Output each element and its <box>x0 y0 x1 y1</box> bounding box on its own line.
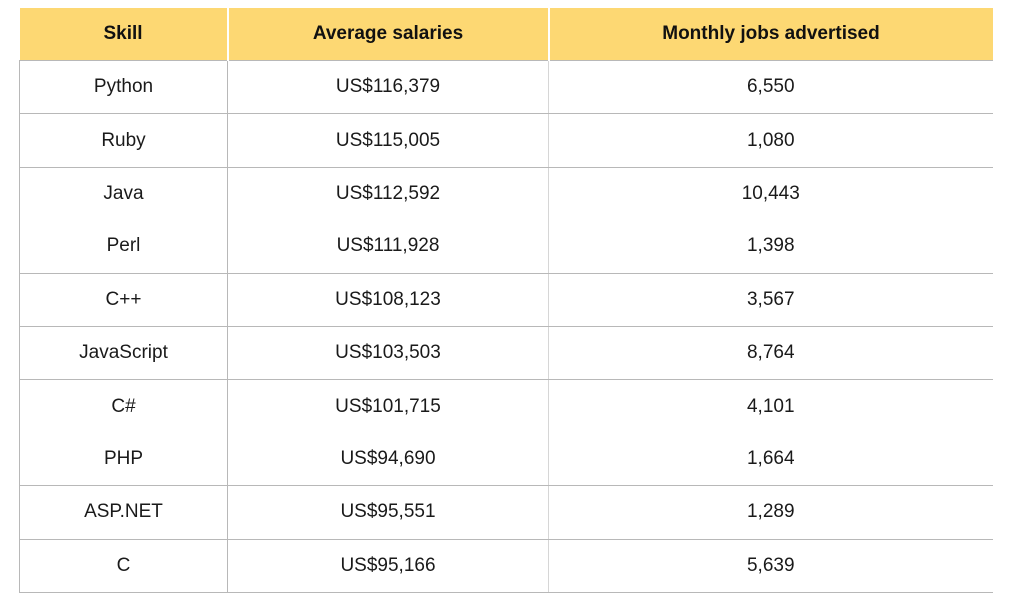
header-skill: Skill <box>19 8 229 61</box>
table-header: Skill Average salaries Monthly jobs adve… <box>19 8 993 61</box>
salary-cell: US$112,592 <box>227 167 549 221</box>
jobs-cell: 1,080 <box>548 113 993 168</box>
header-monthly-jobs: Monthly jobs advertised <box>548 8 993 61</box>
skill-cell: PHP <box>19 432 228 487</box>
jobs-cell: 6,550 <box>548 59 993 115</box>
skill-cell: ASP.NET <box>19 485 228 540</box>
table-row: Python US$116,379 6,550 <box>19 59 993 115</box>
jobs-cell: 1,289 <box>548 485 993 540</box>
skill-cell: Python <box>19 59 228 115</box>
salary-cell: US$115,005 <box>227 113 549 168</box>
skill-cell: C++ <box>19 273 228 327</box>
salary-cell: US$95,551 <box>227 485 549 540</box>
salary-table-container: Skill Average salaries Monthly jobs adve… <box>19 8 993 593</box>
table-row: PHP US$94,690 1,664 <box>19 432 993 487</box>
skill-cell: JavaScript <box>19 326 228 381</box>
jobs-cell: 5,639 <box>548 539 993 593</box>
jobs-cell: 10,443 <box>741 182 800 204</box>
salary-cell: US$95,166 <box>227 539 549 593</box>
header-row: Skill Average salaries Monthly jobs adve… <box>19 8 993 61</box>
salary-cell: US$103,503 <box>227 326 549 381</box>
table-row: Perl US$111,928 1,398 <box>19 220 993 274</box>
table-row: ASP.NET US$95,551 1,289 <box>19 485 993 540</box>
skill-cell: Perl <box>19 220 228 274</box>
jobs-cell: 8,764 <box>548 326 993 381</box>
salary-cell: US$116,379 <box>227 59 549 115</box>
header-average-salaries: Average salaries <box>227 8 550 61</box>
salary-cell: US$108,123 <box>227 273 549 327</box>
salary-cell: US$94,690 <box>227 432 549 487</box>
skill-cell: C <box>19 539 228 593</box>
skill-cell: Java <box>19 167 228 221</box>
salary-cell: US$101,715 <box>227 379 549 433</box>
table-body: Python US$116,379 6,550 Ruby US$115,005 1,080… <box>19 59 993 593</box>
jobs-cell: 4,101 <box>746 395 795 417</box>
skill-cell: Ruby <box>19 113 228 168</box>
jobs-cell: 3,567 <box>548 273 993 327</box>
salary-cell: US$111,928 <box>227 220 549 274</box>
jobs-cell: 1,664 <box>548 432 993 487</box>
table-row: Java US$112,592 10,443 <box>19 167 993 221</box>
skill-cell: C# <box>19 379 228 433</box>
jobs-cell: 1,398 <box>548 220 993 274</box>
table-row: C# US$101,715 4,101 <box>19 379 993 433</box>
table-row: JavaScript US$103,503 8,764 <box>19 326 993 381</box>
table-row: Ruby US$115,005 1,080 <box>19 113 993 168</box>
table-row: C US$95,166 5,639 <box>19 539 993 593</box>
table-row: C++ US$108,123 3,567 <box>19 273 993 327</box>
salary-table: Skill Average salaries Monthly jobs adve… <box>19 8 993 593</box>
